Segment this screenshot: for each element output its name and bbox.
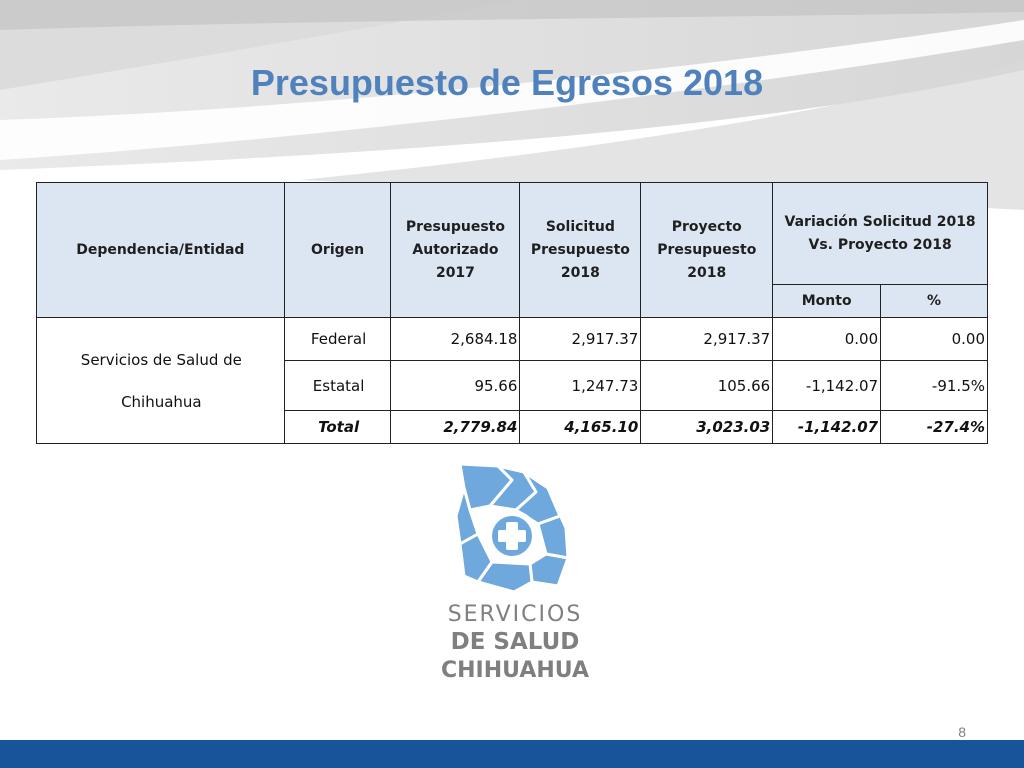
cell-origin: Estatal	[283, 360, 392, 411]
cell-authorized: 2,684.18	[390, 317, 521, 361]
chihuahua-map-cross-icon	[454, 462, 570, 594]
cell-request: 4,165.10	[519, 410, 642, 444]
header-entity: Dependencia/Entidad	[36, 182, 285, 318]
table-row: Estatal 95.66 1,247.73 105.66 -1,142.07 …	[37, 360, 988, 411]
cell-project: 2,917.37	[640, 317, 774, 361]
header-percent: %	[880, 284, 988, 318]
logo-line-3: CHIHUAHUA	[441, 658, 589, 683]
cell-amount: -1,142.07	[772, 410, 882, 444]
footer-bar	[0, 740, 1024, 768]
header-amount: Monto	[772, 284, 882, 318]
header-authorized-2017: Presupuesto Autorizado 2017	[390, 182, 521, 318]
header-project-2018: Proyecto Presupuesto 2018	[640, 182, 774, 318]
cell-amount: 0.00	[772, 317, 882, 361]
budget-table: Dependencia/Entidad Origen Presupuesto A…	[36, 182, 988, 444]
cell-request: 1,247.73	[519, 360, 642, 411]
table-row: Servicios de Salud de Chihuahua Federal …	[36, 317, 988, 444]
cell-request: 2,917.37	[519, 317, 642, 361]
cell-percent: -27.4%	[880, 410, 988, 444]
cell-origin: Total	[283, 410, 392, 444]
header-origin: Origen	[283, 182, 392, 318]
header-variation: Variación Solicitud 2018 Vs. Proyecto 20…	[772, 182, 988, 285]
slide-title: Presupuesto de Egresos 2018	[250, 62, 764, 103]
logo-line-1: SERVICIOS	[447, 602, 583, 627]
cell-project: 105.66	[640, 360, 774, 411]
servicios-salud-logo: SERVICIOS DE SALUD CHIHUAHUA	[420, 458, 610, 690]
header-request-2018: Solicitud Presupuesto 2018	[519, 182, 642, 318]
cell-authorized: 95.66	[390, 360, 521, 411]
logo-line-2: DE SALUD	[450, 629, 580, 655]
cell-percent: -91.5%	[880, 360, 988, 411]
table-row-total: Total 2,779.84 4,165.10 3,023.03 -1,142.…	[37, 410, 988, 444]
cell-origin: Federal	[283, 317, 392, 361]
entity-name: Servicios de Salud de Chihuahua	[36, 317, 285, 444]
cell-project: 3,023.03	[640, 410, 774, 444]
cell-percent: 0.00	[880, 317, 988, 361]
cell-authorized: 2,779.84	[390, 410, 521, 444]
page-number: 8	[958, 724, 966, 740]
cell-amount: -1,142.07	[772, 360, 882, 411]
